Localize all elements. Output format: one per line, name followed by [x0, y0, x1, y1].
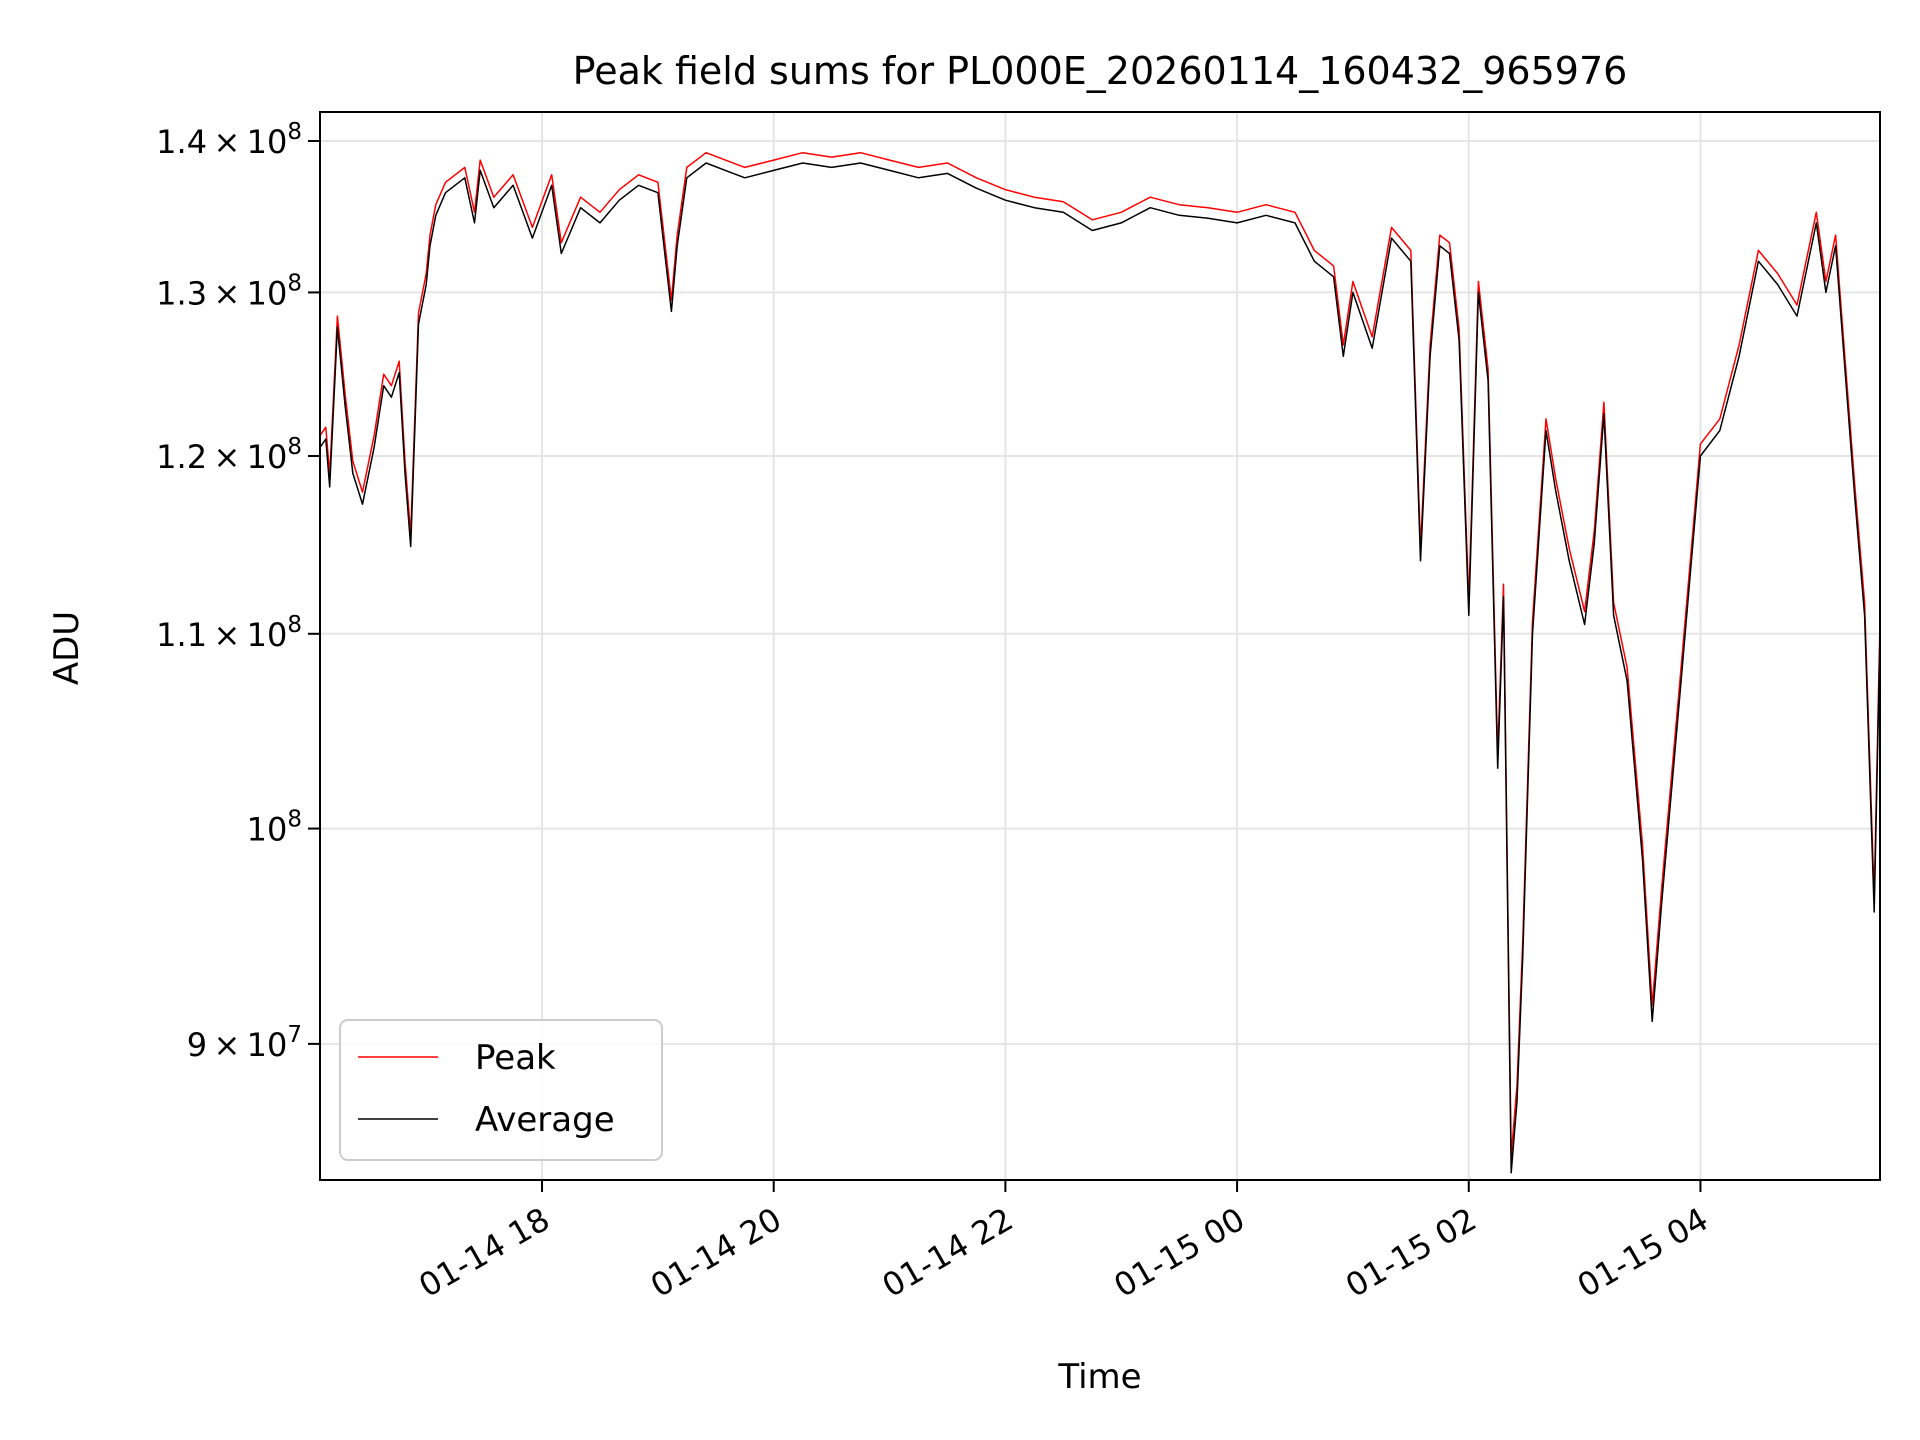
y-axis-label: ADU [47, 611, 87, 685]
chart-title: Peak field sums for PL000E_20260114_1604… [573, 49, 1628, 93]
y-tick-label: 1.3 × 108 [156, 270, 302, 312]
legend-average-label: Average [475, 1100, 615, 1140]
grid-lines [320, 112, 1880, 1180]
legend-peak-label: Peak [475, 1038, 556, 1078]
legend-box [339, 1019, 663, 1161]
average-series-line [319, 162, 1881, 1174]
y-tick-label: 1.1 × 108 [156, 612, 302, 654]
y-tick-label: 9 × 107 [187, 1022, 302, 1064]
plot-area [319, 151, 1881, 1174]
axes-frame [319, 111, 1881, 1181]
peak-series-line [319, 151, 1881, 1157]
y-tick-label: 1.2 × 108 [156, 434, 302, 476]
y-axis: 9 × 107 108 1.1 × 108 1.2 × 108 1.3 × 108 1.4… [156, 119, 320, 1064]
x-axis-label: Time [1057, 1357, 1141, 1397]
legend: Peak Average [339, 1019, 663, 1161]
y-tick-label: 108 [247, 807, 302, 849]
y-tick-label: 1.4 × 108 [156, 119, 302, 161]
